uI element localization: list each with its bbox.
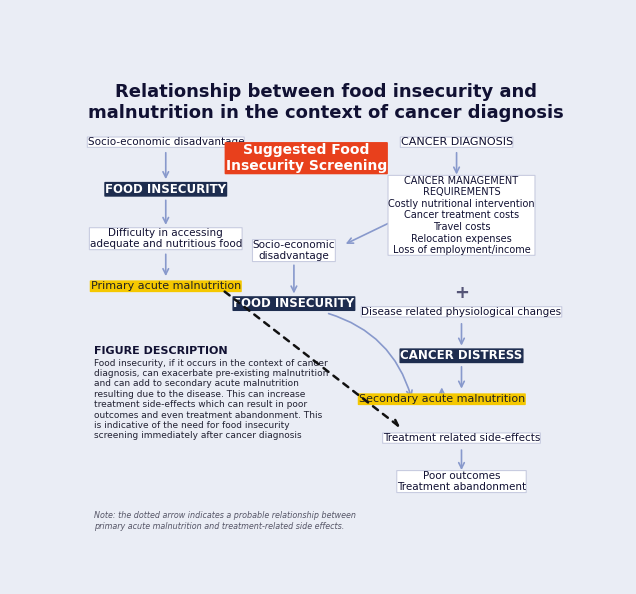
Text: Treatment related side-effects: Treatment related side-effects <box>383 433 540 443</box>
Text: Secondary acute malnutrition: Secondary acute malnutrition <box>359 394 525 405</box>
Text: FOOD INSECURITY: FOOD INSECURITY <box>105 183 226 196</box>
Text: CANCER DISTRESS: CANCER DISTRESS <box>401 349 523 362</box>
Text: Poor outcomes
Treatment abandonment: Poor outcomes Treatment abandonment <box>397 471 526 492</box>
Text: Note: the dotted arrow indicates a probable relationship between
primary acute m: Note: the dotted arrow indicates a proba… <box>94 511 356 530</box>
Text: Socio-economic disadvantage: Socio-economic disadvantage <box>88 137 244 147</box>
Text: Disease related physiological changes: Disease related physiological changes <box>361 307 562 317</box>
Text: Food insecurity, if it occurs in the context of cancer
diagnosis, can exacerbate: Food insecurity, if it occurs in the con… <box>94 359 329 440</box>
Text: +: + <box>454 284 469 302</box>
Text: FOOD INSECURITY: FOOD INSECURITY <box>233 297 354 310</box>
Text: Relationship between food insecurity and
malnutrition in the context of cancer d: Relationship between food insecurity and… <box>88 83 564 122</box>
Text: FIGURE DESCRIPTION: FIGURE DESCRIPTION <box>94 346 228 356</box>
Text: Primary acute malnutrition: Primary acute malnutrition <box>91 281 241 291</box>
Text: Socio-economic
disadvantage: Socio-economic disadvantage <box>252 240 335 261</box>
Text: Difficulty in accessing
adequate and nutritious food: Difficulty in accessing adequate and nut… <box>90 228 242 249</box>
Text: Suggested Food
Insecurity Screening: Suggested Food Insecurity Screening <box>226 143 387 173</box>
Text: CANCER MANAGEMENT
REQUIREMENTS
Costly nutritional intervention
Cancer treatment : CANCER MANAGEMENT REQUIREMENTS Costly nu… <box>388 176 535 255</box>
Text: CANCER DIAGNOSIS: CANCER DIAGNOSIS <box>401 137 513 147</box>
